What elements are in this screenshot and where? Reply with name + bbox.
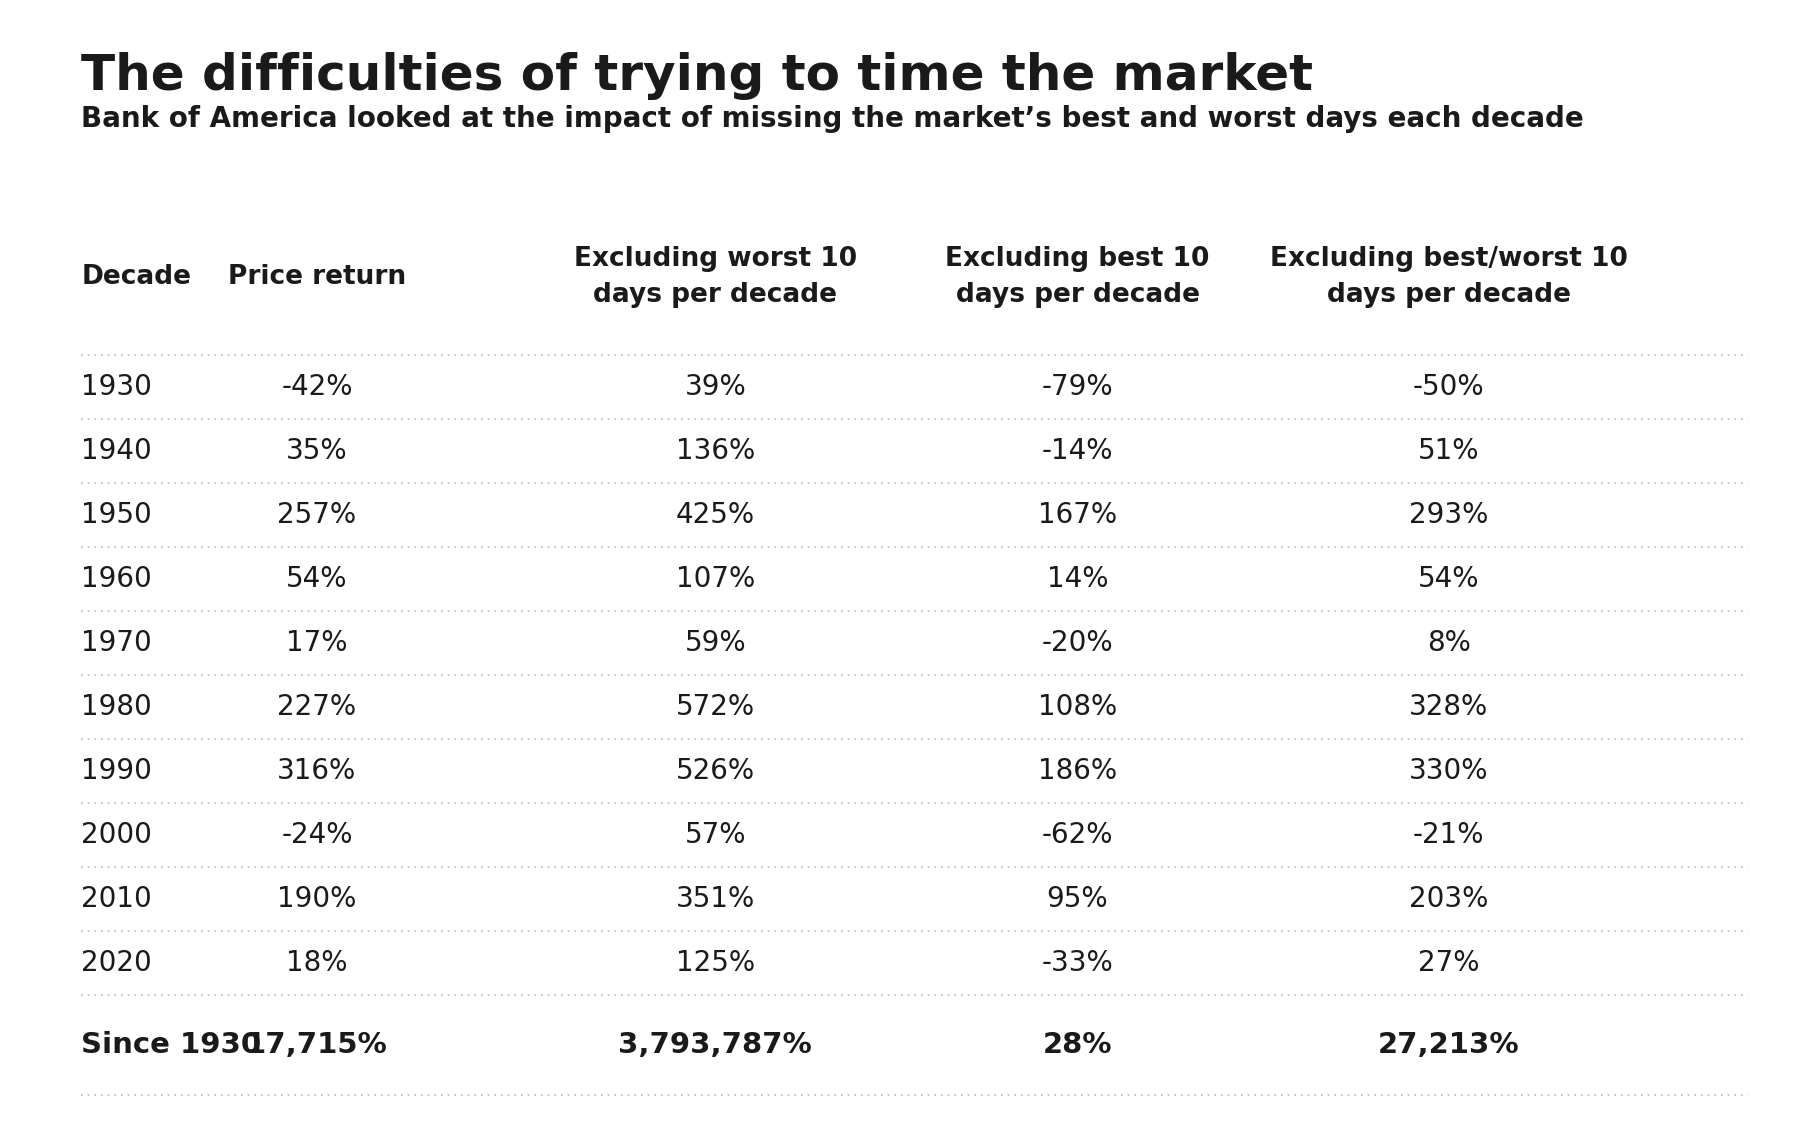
Text: -24%: -24% xyxy=(281,821,353,849)
Text: 257%: 257% xyxy=(277,501,357,529)
Text: 28%: 28% xyxy=(1043,1031,1112,1059)
Text: -20%: -20% xyxy=(1041,629,1114,657)
Text: 526%: 526% xyxy=(676,757,755,785)
Text: 425%: 425% xyxy=(676,501,755,529)
Text: 293%: 293% xyxy=(1409,501,1489,529)
Text: 186%: 186% xyxy=(1038,757,1117,785)
Text: 35%: 35% xyxy=(286,437,348,465)
Text: -50%: -50% xyxy=(1413,373,1485,401)
Text: -62%: -62% xyxy=(1041,821,1114,849)
Text: 2000: 2000 xyxy=(81,821,152,849)
Text: -21%: -21% xyxy=(1413,821,1485,849)
Text: 1930: 1930 xyxy=(81,373,152,401)
Text: 59%: 59% xyxy=(685,629,746,657)
Text: 1990: 1990 xyxy=(81,757,152,785)
Text: -42%: -42% xyxy=(281,373,353,401)
Text: 54%: 54% xyxy=(286,565,348,593)
Text: 1980: 1980 xyxy=(81,693,152,721)
Text: 330%: 330% xyxy=(1409,757,1489,785)
Text: Price return: Price return xyxy=(228,265,406,291)
Text: -79%: -79% xyxy=(1041,373,1114,401)
Text: 167%: 167% xyxy=(1038,501,1117,529)
Text: Excluding best 10
days per decade: Excluding best 10 days per decade xyxy=(945,247,1210,309)
Text: 125%: 125% xyxy=(676,949,755,977)
Text: 14%: 14% xyxy=(1047,565,1108,593)
Text: Excluding worst 10
days per decade: Excluding worst 10 days per decade xyxy=(574,247,857,309)
Text: 95%: 95% xyxy=(1047,885,1108,913)
Text: 1950: 1950 xyxy=(81,501,152,529)
Text: 203%: 203% xyxy=(1409,885,1489,913)
Text: 51%: 51% xyxy=(1418,437,1480,465)
Text: 39%: 39% xyxy=(685,373,746,401)
Text: 57%: 57% xyxy=(685,821,746,849)
Text: 54%: 54% xyxy=(1418,565,1480,593)
Text: 27,213%: 27,213% xyxy=(1378,1031,1519,1059)
Text: 328%: 328% xyxy=(1409,693,1489,721)
Text: 8%: 8% xyxy=(1427,629,1471,657)
Text: Bank of America looked at the impact of missing the market’s best and worst days: Bank of America looked at the impact of … xyxy=(81,104,1585,133)
Text: 3,793,787%: 3,793,787% xyxy=(619,1031,811,1059)
Text: 316%: 316% xyxy=(277,757,357,785)
Text: 572%: 572% xyxy=(676,693,755,721)
Text: 227%: 227% xyxy=(277,693,357,721)
Text: Excluding best/worst 10
days per decade: Excluding best/worst 10 days per decade xyxy=(1270,247,1628,309)
Text: 2020: 2020 xyxy=(81,949,152,977)
Text: 107%: 107% xyxy=(676,565,755,593)
Text: 2010: 2010 xyxy=(81,885,152,913)
Text: 17,715%: 17,715% xyxy=(246,1031,388,1059)
Text: -33%: -33% xyxy=(1041,949,1114,977)
Text: 1970: 1970 xyxy=(81,629,152,657)
Text: 1940: 1940 xyxy=(81,437,152,465)
Text: 190%: 190% xyxy=(277,885,357,913)
Text: 1960: 1960 xyxy=(81,565,152,593)
Text: 136%: 136% xyxy=(676,437,755,465)
Text: 27%: 27% xyxy=(1418,949,1480,977)
Text: Decade: Decade xyxy=(81,265,192,291)
Text: The difficulties of trying to time the market: The difficulties of trying to time the m… xyxy=(81,52,1313,100)
Text: -14%: -14% xyxy=(1041,437,1114,465)
Text: 108%: 108% xyxy=(1038,693,1117,721)
Text: 17%: 17% xyxy=(286,629,348,657)
Text: 18%: 18% xyxy=(286,949,348,977)
Text: Since 1930: Since 1930 xyxy=(81,1031,261,1059)
Text: 351%: 351% xyxy=(676,885,755,913)
